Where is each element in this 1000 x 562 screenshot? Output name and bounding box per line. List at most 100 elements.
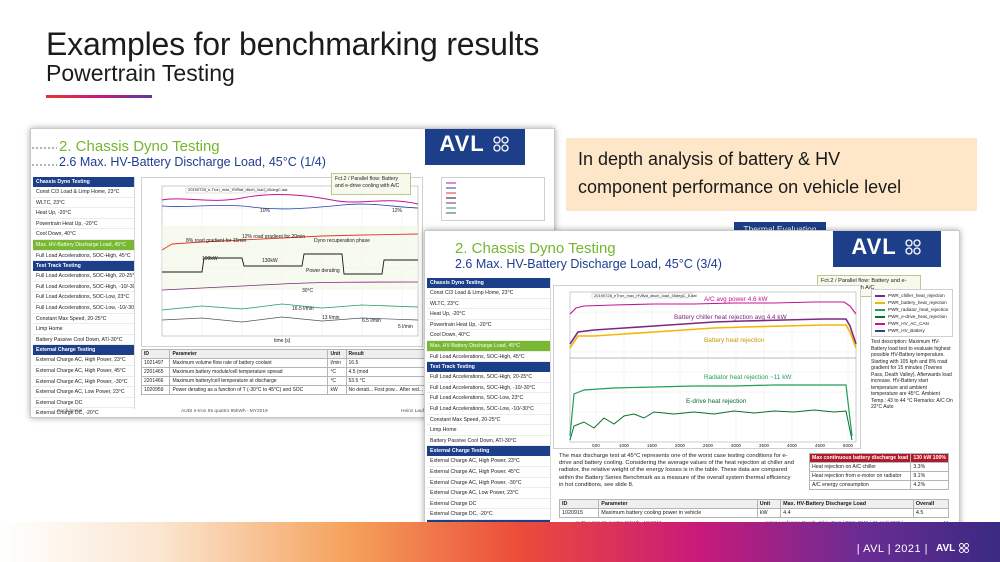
- sidebar-item[interactable]: External Charge DC: [427, 499, 550, 510]
- legend-label: PWR_e-drive_heat_rejection: [888, 314, 947, 319]
- legend-entry: PWR_battery_heat_rejection: [875, 299, 949, 306]
- sidebar-item[interactable]: Cool Down, 40°C: [427, 330, 550, 341]
- x-tick-label: 1000: [618, 443, 630, 448]
- sidebar-section-header[interactable]: Chassis Dyno Testing: [427, 278, 550, 288]
- panel1-results-table: ID Parameter Unit Result 1021497 Maximum vol…: [140, 349, 440, 395]
- chart-label-radiator: Radiator heat rejection ~11 kW: [704, 374, 792, 381]
- panel2-result-table: ID Parameter Unit Max. HV-Battery Discharge…: [558, 499, 950, 518]
- sidebar-item[interactable]: Limp Home: [33, 324, 134, 335]
- x-tick-label: 2500: [702, 443, 714, 448]
- sidebar-item[interactable]: Limp Home: [427, 425, 550, 436]
- table-cell: 4.4: [780, 508, 914, 518]
- sidebar-item[interactable]: External Charge AC, High Power, 45°C: [427, 467, 550, 478]
- sidebar-item[interactable]: External Charge AC, High Power, 23°C: [33, 355, 134, 366]
- table-row: 2201465 Maximum battery module/cell tempe…: [140, 367, 440, 377]
- sidebar-item[interactable]: Full Load Accelerations, SOC-High, 20-25…: [427, 372, 550, 383]
- sidebar-item[interactable]: Max. HV-Battery Discharge Load, 45°C: [427, 340, 550, 352]
- panel2-heading: 2. Chassis Dyno Testing: [455, 240, 616, 257]
- legend-swatch: [875, 294, 885, 297]
- sidebar-item[interactable]: Battery Passive Cool Down, AT/-30°C: [427, 436, 550, 447]
- sidebar-item[interactable]: External Charge DC: [33, 398, 134, 409]
- panel1-legend: [441, 177, 545, 221]
- sidebar-item[interactable]: Heat Up, -20°C: [427, 309, 550, 320]
- sidebar-item[interactable]: Const C/3 Load & Limp Home, 23°C: [427, 288, 550, 299]
- x-tick-label: 3000: [730, 443, 742, 448]
- sidebar-section-header[interactable]: Chassis Dyno Testing: [33, 177, 134, 187]
- banner-avl-logo: AVL: [936, 540, 984, 556]
- table-cell: l/min: [327, 358, 347, 368]
- sidebar-item[interactable]: External Charge DC, -20°C: [33, 408, 134, 417]
- sidebar-item[interactable]: Heat Up, -20°C: [33, 208, 134, 219]
- sidebar-section-header[interactable]: Test Track Testing: [33, 261, 134, 272]
- sidebar-item[interactable]: Powertrain Heat Up, -20°C: [33, 219, 134, 230]
- table-cell: Power derating as a function of T (-30°C…: [169, 385, 329, 395]
- sidebar-item[interactable]: Battery Passive Cool Down, AT/-30°C: [33, 335, 134, 346]
- title-accent-rule: [46, 95, 152, 98]
- sidebar-item[interactable]: Const C/3 Load & Limp Home, 23°C: [33, 187, 134, 198]
- panel2-subheading: 2.6 Max. HV-Battery Discharge Load, 45°C…: [455, 257, 722, 271]
- legend-entry: PWR_HV_AC_CAN: [875, 320, 949, 327]
- sidebar-item[interactable]: WLTC, 23°C: [33, 198, 134, 209]
- avl-emblem-icon: [959, 543, 970, 553]
- table-row: Heat rejection from e-motor on radiator 9…: [808, 471, 949, 481]
- sidebar-section-header[interactable]: External Charge Testing: [33, 345, 134, 356]
- chart-label: 130kW: [262, 258, 278, 264]
- sidebar-item[interactable]: Full Load Accelerations, SOC-Low, -10/-3…: [427, 404, 550, 415]
- benchmark-panel-2[interactable]: 2. Chassis Dyno Testing 2.6 Max. HV-Batt…: [424, 230, 960, 530]
- legend-entry: PWR_radiator_heat_rejection: [875, 306, 949, 313]
- sidebar-item[interactable]: Constant Max Speed, 20-25°C: [33, 314, 134, 325]
- sidebar-item[interactable]: Full Load Accelerations, SOC-Low, 23°C: [33, 292, 134, 303]
- sidebar-section-header[interactable]: Test Track Testing: [427, 362, 550, 373]
- analysis-callout: In depth analysis of battery & HV compon…: [566, 138, 977, 211]
- table-row: 1021497 Maximum volume flow rate of batte…: [140, 358, 440, 368]
- panel2-chart-svg: [569, 291, 857, 443]
- sidebar-section-header[interactable]: External Charge Testing: [427, 446, 550, 457]
- table-cell: Maximum battery cooling power in vehicle: [598, 508, 758, 518]
- sidebar-item[interactable]: External Charge AC, High Power, -30°C: [33, 377, 134, 388]
- sidebar-item[interactable]: Max. HV-Battery Discharge Load, 45°C: [33, 239, 134, 251]
- table-header-row: Max continuous battery discharge load 130…: [808, 453, 949, 463]
- table-cell: Maximum battery/cell temperature at disc…: [169, 376, 329, 386]
- chart-label: 10%: [260, 208, 271, 214]
- test-navigation-sidebar[interactable]: Chassis Dyno Testing Const C/3 Load & Lim…: [33, 177, 135, 416]
- chart-label: 100kW: [202, 256, 218, 262]
- x-tick-label: 3500: [758, 443, 770, 448]
- table-cell: Heat rejection from e-motor on radiator: [808, 471, 912, 481]
- sidebar-item[interactable]: Full Load Accelerations, SOC-High, 45°C: [33, 251, 134, 262]
- table-cell: 9.1%: [910, 471, 949, 481]
- legend-label: PWR_radiator_heat_rejection: [888, 307, 949, 312]
- sidebar-item[interactable]: External Charge AC, High Power, 23°C: [427, 456, 550, 467]
- sidebar-item[interactable]: Cool Down, 40°C: [33, 229, 134, 240]
- table-header-row: ID Parameter Unit Result: [140, 349, 440, 359]
- sidebar-item[interactable]: External Charge AC, Low Power, 23°C: [33, 387, 134, 398]
- table-row: 1020915 Maximum battery cooling power in …: [558, 508, 950, 518]
- chart-label: 12% road gradient for 20min: [242, 234, 306, 240]
- sidebar-item[interactable]: WLTC, 23°C: [427, 299, 550, 310]
- sidebar-item[interactable]: Full Load Accelerations, SOC-Low, 23°C: [427, 393, 550, 404]
- sidebar-item[interactable]: Constant Max Speed, 20-25°C: [427, 415, 550, 426]
- sidebar-item[interactable]: Full Load Accelerations, SOC-High, -10/-…: [33, 282, 134, 293]
- sidebar-item[interactable]: Full Load Accelerations, SOC-High, -10/-…: [427, 383, 550, 394]
- table-cell: A/C energy consumption: [808, 480, 912, 490]
- sidebar-item[interactable]: External Charge DC, -20°C: [427, 509, 550, 520]
- sidebar-item[interactable]: External Charge AC, High Power, 45°C: [33, 366, 134, 377]
- sidebar-item[interactable]: Full Load Accelerations, SOC-High, 20-25…: [33, 271, 134, 282]
- chart-label: 13 l/min: [322, 315, 340, 321]
- sidebar-item[interactable]: Full Load Accelerations, SOC-High, 45°C: [427, 352, 550, 363]
- table-cell: Maximum volume flow rate of battery cool…: [169, 358, 329, 368]
- avl-logo: AVL: [833, 231, 941, 267]
- table-cell: °C: [327, 376, 347, 386]
- sidebar-item[interactable]: External Charge AC, Low Power, 23°C: [427, 488, 550, 499]
- sidebar-item[interactable]: External Charge AC, High Power, -30°C: [427, 478, 550, 489]
- test-navigation-sidebar[interactable]: Chassis Dyno Testing Const C/3 Load & Lim…: [427, 278, 551, 529]
- table-row: A/C energy consumption 4.2%: [808, 480, 949, 490]
- x-tick-label: 500: [592, 443, 600, 448]
- panel2-chart: 20190728_eTron_max_HVBat_disch_load_45de…: [553, 285, 861, 449]
- legend-swatch: [875, 329, 885, 332]
- dots-decoration: [31, 146, 57, 150]
- sidebar-item[interactable]: Powertrain Heat Up, -20°C: [427, 320, 550, 331]
- panel2-summary-text: The max discharge test at 45°C represent…: [559, 453, 794, 488]
- chart-label: 5 l/min: [398, 324, 413, 330]
- sidebar-item[interactable]: Full Load Accelerations, SOC-Low, -10/-3…: [33, 303, 134, 314]
